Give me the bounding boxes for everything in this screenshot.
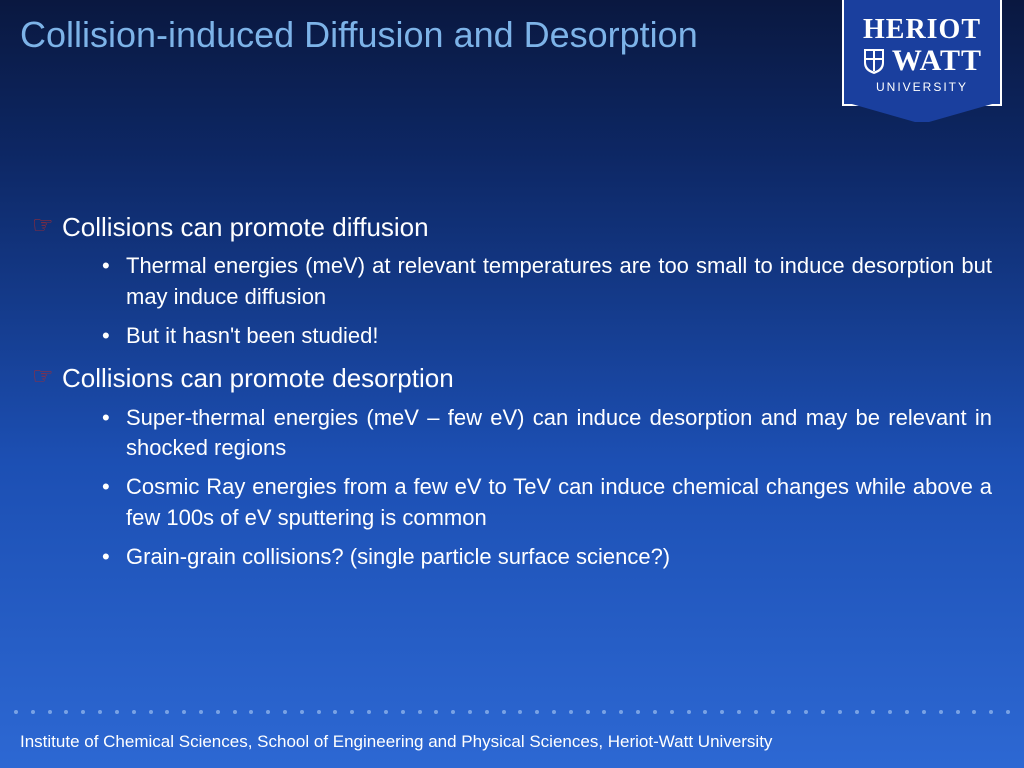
sub-bullet: • But it hasn't been studied! [102,321,992,352]
sub-text: Cosmic Ray energies from a few eV to TeV… [126,472,992,534]
footer-text: Institute of Chemical Sciences, School o… [20,732,772,752]
bullet-main: ☞ Collisions can promote diffusion [32,210,992,245]
hand-icon: ☞ [32,210,62,241]
university-logo: HERIOT WATT UNIVERSITY [842,0,1002,106]
hand-icon: ☞ [32,361,62,392]
dot-icon: • [102,251,126,281]
dot-icon: • [102,403,126,433]
dot-icon: • [102,542,126,572]
bullet-heading: Collisions can promote desorption [62,361,454,396]
sub-text: But it hasn't been studied! [126,321,992,352]
logo-line1: HERIOT [854,14,990,46]
sub-bullet: • Thermal energies (meV) at relevant tem… [102,251,992,313]
dot-icon: • [102,472,126,502]
bullet-main: ☞ Collisions can promote desorption [32,361,992,396]
shield-icon [862,47,886,75]
slide-body: ☞ Collisions can promote diffusion • The… [32,210,992,583]
sub-bullet: • Cosmic Ray energies from a few eV to T… [102,472,992,534]
dot-icon: • [102,321,126,351]
sub-text: Super-thermal energies (meV – few eV) ca… [126,403,992,465]
sub-bullet: • Super-thermal energies (meV – few eV) … [102,403,992,465]
bullet-heading: Collisions can promote diffusion [62,210,429,245]
sub-text: Grain-grain collisions? (single particle… [126,542,992,573]
logo-line2: WATT [892,44,982,78]
logo-line3: UNIVERSITY [854,80,990,94]
decorative-dots [0,704,1024,720]
sub-text: Thermal energies (meV) at relevant tempe… [126,251,992,313]
sub-bullet: • Grain-grain collisions? (single partic… [102,542,992,573]
